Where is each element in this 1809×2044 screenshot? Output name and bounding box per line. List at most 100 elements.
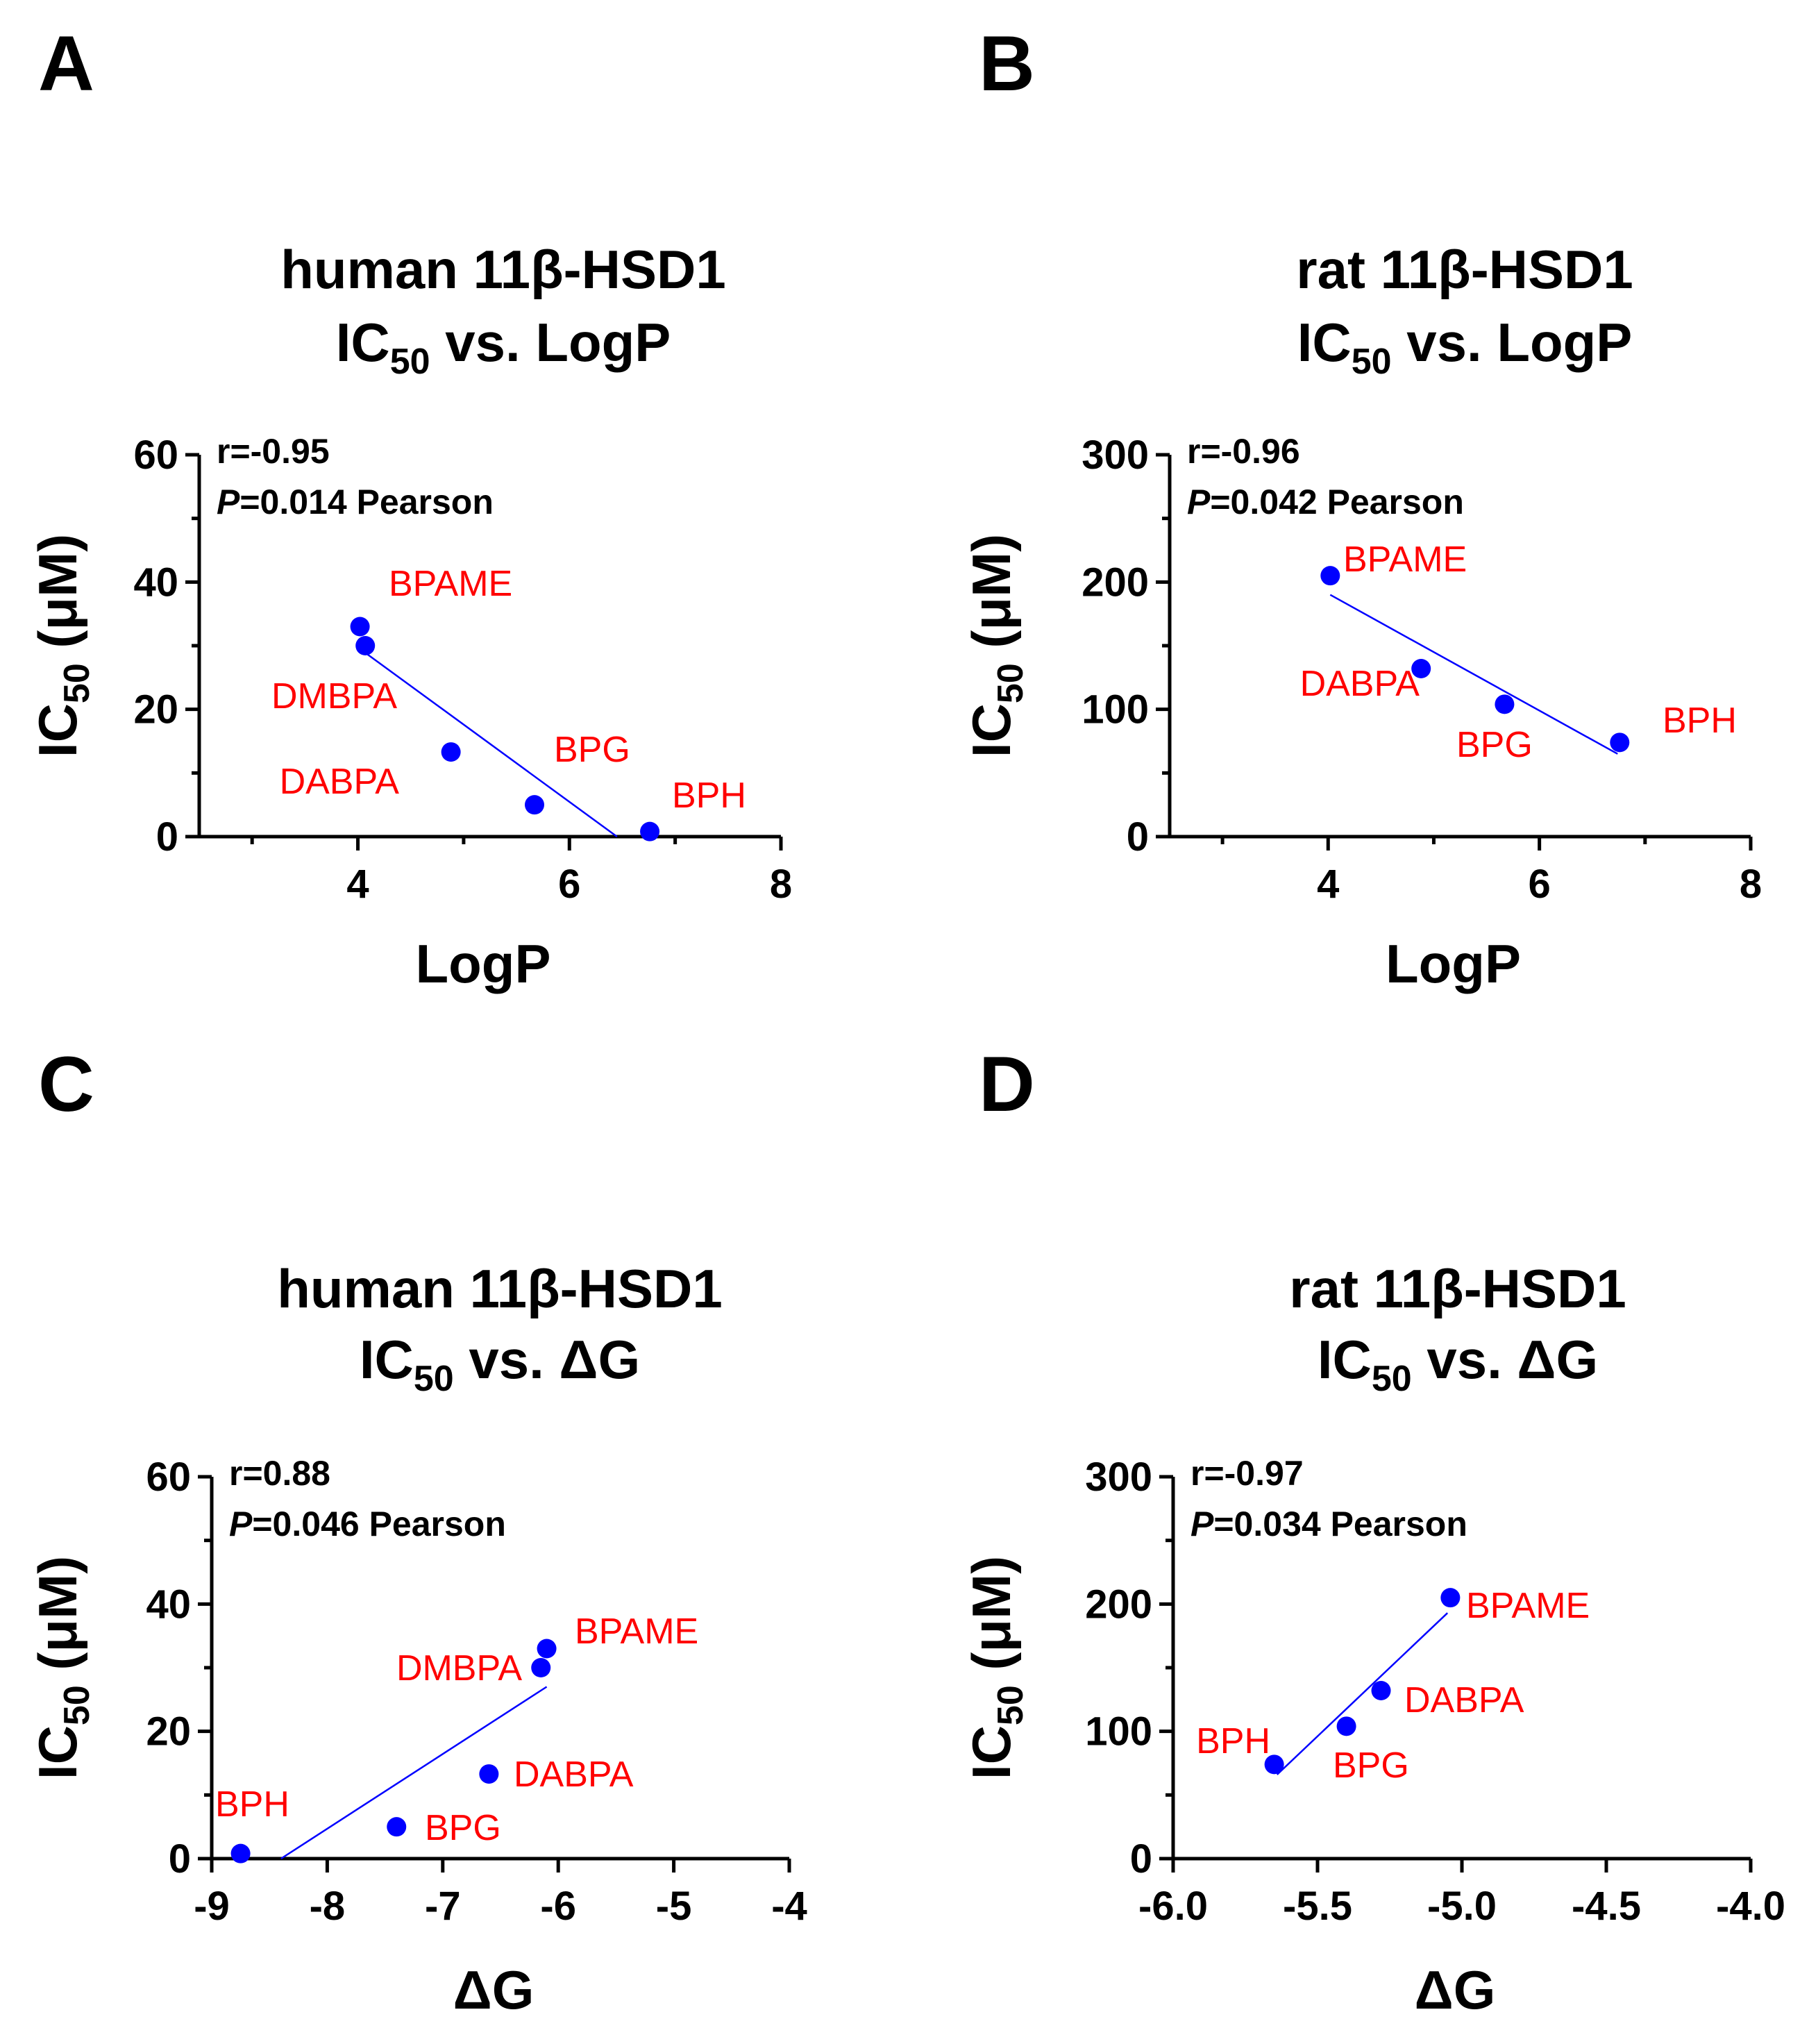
- stat-p-value: =0.034 Pearson: [1213, 1505, 1467, 1543]
- regression-line: [1329, 594, 1618, 755]
- data-point-bph: [1610, 732, 1630, 753]
- chart-title-line1: rat 11β-HSD1: [1296, 239, 1633, 300]
- stat-p-symbol: P: [1190, 1505, 1214, 1543]
- point-label-bph: BPH: [1663, 701, 1737, 741]
- title-rest: vs. ΔG: [1412, 1329, 1599, 1390]
- y-tick-label: 200: [1085, 1582, 1152, 1627]
- chart-title-line1: human 11β-HSD1: [277, 1258, 722, 1319]
- y-tick-label: 0: [156, 814, 178, 860]
- y-title-unit: (μM): [961, 534, 1022, 663]
- point-label-dmbpa: DMBPA: [396, 1648, 522, 1689]
- x-tick-label: -6.0: [1138, 1884, 1208, 1929]
- y-tick-label: 300: [1082, 433, 1149, 478]
- data-point-bpg: [387, 1817, 407, 1837]
- chart-title-line2: IC50 vs. LogP: [336, 312, 671, 382]
- x-tick-label: -4: [771, 1884, 807, 1929]
- x-tick-label: -5: [656, 1884, 692, 1929]
- panel-letter: D: [979, 1041, 1035, 1128]
- stat-r: r=0.88: [229, 1454, 330, 1493]
- y-tick-label: 100: [1082, 687, 1149, 732]
- y-title-subscript: 50: [991, 663, 1031, 703]
- stat-p-symbol: P: [1187, 483, 1211, 521]
- y-title-ic: IC: [961, 1725, 1022, 1779]
- chart-title-line1: rat 11β-HSD1: [1289, 1258, 1626, 1319]
- stat-p: P=0.042 Pearson: [1187, 483, 1464, 521]
- stat-r: r=-0.96: [1187, 432, 1300, 471]
- data-point-bpg: [1495, 694, 1515, 714]
- y-tick-label: 60: [133, 433, 178, 478]
- point-label-bpame: BPAME: [575, 1611, 698, 1652]
- x-tick-label: -4.5: [1572, 1884, 1641, 1929]
- x-tick-label: 6: [558, 862, 580, 907]
- title-subscript: 50: [1372, 1359, 1412, 1399]
- data-point-dabpa: [1371, 1681, 1391, 1700]
- y-tick-label: 0: [169, 1836, 191, 1882]
- title-rest: vs. LogP: [1392, 312, 1633, 373]
- y-tick-label: 200: [1082, 560, 1149, 605]
- data-point-bpame: [537, 1639, 557, 1659]
- y-tick-label: 100: [1085, 1709, 1152, 1754]
- point-label-bph: BPH: [1196, 1721, 1270, 1761]
- y-axis-title: IC50 (μM): [961, 534, 1031, 757]
- point-label-bph: BPH: [215, 1784, 289, 1825]
- x-tick-label: -6: [540, 1884, 576, 1929]
- panel-letter: A: [38, 20, 94, 107]
- point-label-bpame: BPAME: [389, 564, 512, 604]
- stat-p-value: =0.014 Pearson: [239, 483, 494, 521]
- panel-letter: B: [979, 20, 1035, 107]
- stat-p-symbol: P: [229, 1505, 253, 1543]
- y-title-subscript: 50: [57, 663, 97, 703]
- x-tick-label: -5.5: [1283, 1884, 1352, 1929]
- y-axis-title: IC50 (μM): [27, 534, 97, 757]
- x-tick-label: 6: [1529, 862, 1551, 907]
- x-tick-label: 8: [1740, 862, 1762, 907]
- data-point-bph: [1264, 1754, 1284, 1775]
- y-title-ic: IC: [27, 1725, 88, 1779]
- panel-letter: C: [38, 1041, 94, 1128]
- y-tick-label: 40: [146, 1582, 191, 1627]
- point-label-dabpa: DABPA: [1300, 664, 1420, 704]
- stat-p: P=0.014 Pearson: [217, 483, 494, 521]
- x-axis-title: LogP: [416, 933, 551, 994]
- regression-line: [359, 648, 618, 838]
- data-point-dabpa: [441, 742, 461, 762]
- x-tick-label: -7: [425, 1884, 461, 1929]
- regression-line: [280, 1686, 548, 1860]
- y-tick-label: 60: [146, 1455, 191, 1500]
- title-ic: IC: [1297, 312, 1352, 373]
- stat-p: P=0.046 Pearson: [229, 1505, 506, 1543]
- x-axis-title: ΔG: [453, 1959, 535, 2020]
- y-tick-label: 300: [1085, 1455, 1152, 1500]
- stat-p-value: =0.042 Pearson: [1210, 483, 1464, 521]
- y-title-subscript: 50: [57, 1685, 97, 1725]
- x-tick-label: -5.0: [1427, 1884, 1497, 1929]
- point-label-dabpa: DABPA: [280, 762, 400, 802]
- stat-r: r=-0.95: [217, 432, 330, 471]
- point-label-bpame: BPAME: [1466, 1586, 1590, 1626]
- title-ic: IC: [360, 1329, 414, 1390]
- data-point-bpg: [524, 795, 544, 815]
- title-ic: IC: [1318, 1329, 1372, 1390]
- regression-line: [1276, 1612, 1449, 1775]
- y-tick-label: 0: [1127, 814, 1149, 860]
- data-point-dmbpa: [531, 1658, 551, 1677]
- chart-title-line2: IC50 vs. ΔG: [360, 1329, 640, 1399]
- point-label-bph: BPH: [672, 776, 746, 816]
- x-tick-label: -4.0: [1716, 1884, 1785, 1929]
- point-label-bpg: BPG: [1456, 725, 1533, 765]
- data-point-dabpa: [1411, 659, 1431, 678]
- chart-title-line1: human 11β-HSD1: [280, 239, 725, 300]
- data-point-dmbpa: [355, 636, 376, 655]
- y-title-ic: IC: [961, 703, 1022, 757]
- point-label-bpg: BPG: [425, 1808, 501, 1848]
- stat-p-value: =0.046 Pearson: [252, 1505, 506, 1543]
- data-point-bpg: [1336, 1716, 1356, 1736]
- y-title-ic: IC: [27, 703, 88, 757]
- x-tick-label: -8: [310, 1884, 346, 1929]
- chart-title-line2: IC50 vs. LogP: [1297, 312, 1633, 382]
- y-title-unit: (μM): [27, 1556, 88, 1685]
